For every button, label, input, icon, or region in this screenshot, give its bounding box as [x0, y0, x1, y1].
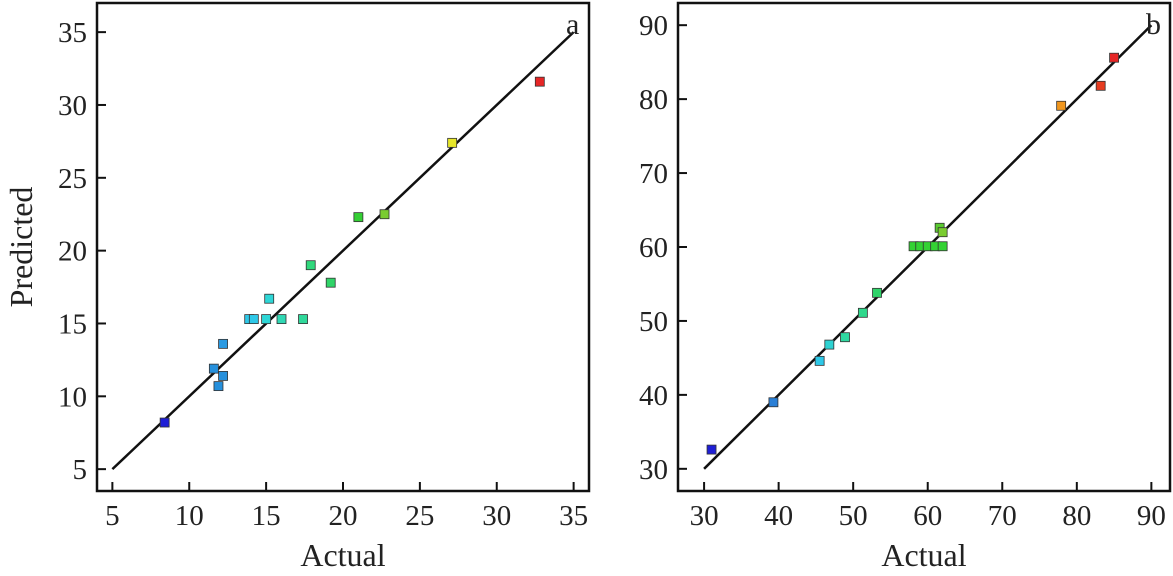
- y-axis-ticks: 30 40 50 60 70 80 90: [639, 10, 687, 486]
- panel-b: 30 40 50 60 70 80 90 30 40 50 60 70 80 90 b Actual: [639, 1, 1172, 573]
- data-point: [218, 338, 228, 349]
- plot-frame: [95, 1, 591, 493]
- x-axis-title: Actual: [300, 537, 385, 573]
- data-point: [447, 137, 458, 148]
- data-point: [159, 417, 170, 428]
- x-tick-label: 30: [482, 500, 511, 532]
- x-tick-label: 10: [175, 500, 204, 532]
- panel-tag: b: [1146, 8, 1161, 41]
- data-point: [857, 307, 868, 318]
- data-point: [814, 355, 825, 366]
- y-tick-label: 90: [639, 10, 668, 42]
- x-tick-label: 15: [252, 500, 281, 532]
- x-tick-label: 60: [913, 500, 942, 532]
- x-tick-label: 35: [559, 500, 588, 532]
- data-point: [305, 260, 316, 271]
- data-point: [248, 314, 259, 325]
- y-tick-label: 50: [639, 306, 668, 338]
- panel-tag: a: [566, 8, 579, 41]
- x-tick-label: 80: [1062, 500, 1091, 532]
- data-point: [261, 314, 272, 325]
- y-tick-label: 20: [58, 236, 87, 268]
- y-tick-label: 35: [58, 17, 87, 49]
- data-points: [706, 52, 1119, 455]
- panel-a: 5 10 15 20 25 30 35 5 10 15 20 25 30 35 a Actual Pre…: [3, 1, 591, 573]
- x-tick-label: 50: [839, 500, 868, 532]
- x-axis-ticks: 5 10 15 20 25 30 35: [105, 482, 588, 532]
- x-axis-ticks: 30 40 50 60 70 80 90: [690, 482, 1166, 532]
- y-tick-label: 80: [639, 84, 668, 116]
- y-tick-label: 60: [639, 232, 668, 264]
- data-point: [353, 212, 364, 223]
- y-tick-label: 10: [58, 381, 87, 413]
- y-tick-label: 30: [639, 454, 668, 486]
- data-point: [218, 371, 228, 381]
- y-tick-label: 25: [58, 163, 87, 195]
- data-point: [208, 363, 219, 374]
- data-point: [840, 332, 850, 343]
- data-point: [1109, 52, 1119, 63]
- data-point: [534, 76, 545, 87]
- y-tick-label: 15: [58, 308, 87, 340]
- x-tick-label: 25: [405, 500, 434, 532]
- data-point: [264, 293, 275, 304]
- data-point: [213, 381, 224, 392]
- y-tick-label: 30: [58, 90, 87, 122]
- data-point: [1095, 80, 1106, 91]
- x-tick-label: 40: [764, 500, 793, 532]
- y-tick-label: 40: [639, 380, 668, 412]
- data-point: [937, 241, 948, 252]
- data-point: [872, 287, 882, 298]
- data-point: [768, 397, 779, 408]
- x-tick-label: 30: [690, 500, 719, 532]
- data-point: [706, 444, 717, 455]
- data-point: [276, 314, 287, 325]
- data-point: [824, 339, 835, 350]
- data-point: [298, 314, 308, 325]
- data-points: [159, 76, 545, 428]
- y-axis-ticks: 5 10 15 20 25 30 35: [58, 17, 106, 486]
- data-point: [1056, 100, 1067, 111]
- x-axis-title: Actual: [881, 537, 966, 573]
- y-axis-title: Predicted: [3, 187, 39, 308]
- y-tick-label: 5: [73, 454, 88, 486]
- y-tick-label: 70: [639, 158, 668, 190]
- fit-line: [111, 31, 575, 471]
- x-tick-label: 90: [1137, 500, 1166, 532]
- data-point: [379, 209, 390, 220]
- data-point: [937, 227, 948, 238]
- x-tick-label: 20: [329, 500, 358, 532]
- x-tick-label: 5: [105, 500, 120, 532]
- data-point: [325, 277, 336, 288]
- x-tick-label: 70: [988, 500, 1017, 532]
